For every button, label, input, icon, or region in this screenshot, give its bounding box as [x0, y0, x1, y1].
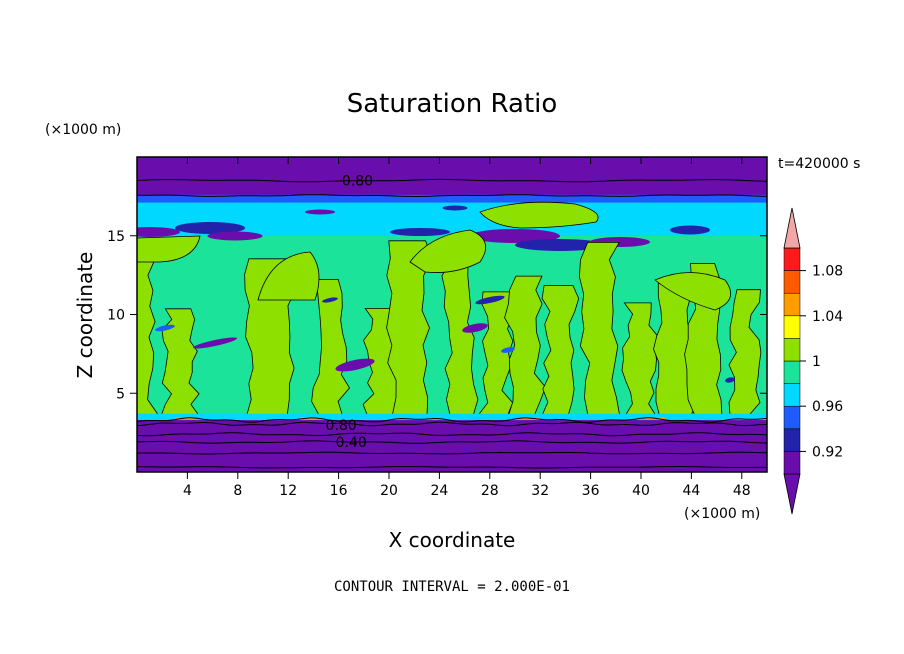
x-tick-label-1: 8	[233, 483, 242, 499]
colorbar-swatch-1	[783, 428, 801, 452]
cloud-column-9	[541, 285, 580, 416]
y-tick-label-2: 15	[107, 229, 125, 245]
upper-cloud-1	[479, 201, 599, 229]
colorbar-label-3: 1.04	[812, 309, 843, 325]
boundary-layer-cyan	[137, 413, 767, 421]
region-band-0	[137, 420, 767, 472]
x-tick-label-5: 24	[430, 483, 448, 499]
time-label: t=420000 s	[778, 156, 860, 172]
dry-pocket-0	[192, 337, 238, 349]
cloud-column-8	[504, 275, 546, 416]
colorbar-swatch-8	[783, 270, 801, 294]
cloud-column-11	[621, 302, 659, 416]
contour-lines	[137, 178, 767, 469]
colorbar-swatch-5	[783, 338, 801, 362]
contour-label-1: 0.80	[326, 418, 357, 434]
y-axis-label: Z coordinate	[73, 252, 97, 379]
cloud-column-7	[477, 291, 514, 416]
cloud-column-3	[311, 279, 350, 416]
colorbar-label-1: 0.96	[812, 399, 843, 415]
colorbar: 0.92 0.96 1 1.04 1.08	[783, 207, 843, 515]
cloud-column-10	[578, 242, 621, 416]
cloud-column-1	[160, 308, 200, 416]
dry-pocket-7	[725, 377, 735, 383]
upper-streak-1	[175, 222, 245, 234]
colorbar-swatch-2	[783, 405, 801, 430]
x-axis-ticks: 4 8 12 16 20 24 28 32 36 40 44 48	[183, 157, 751, 499]
cloud-column-5	[386, 240, 432, 416]
colorbar-swatch-7	[783, 292, 801, 317]
dry-pocket-6	[322, 297, 338, 303]
plot-area	[137, 157, 767, 472]
chart-title: Saturation Ratio	[347, 89, 558, 119]
dry-pocket-1	[335, 358, 375, 372]
colorbar-label-4: 1.08	[812, 264, 843, 280]
contour-labels: 0.800.800.40	[326, 174, 374, 451]
y-tick-label-0: 5	[116, 386, 125, 402]
colorbar-swatch-9	[783, 247, 801, 271]
contour-line-3	[137, 421, 767, 427]
upper-streak-7	[670, 225, 710, 235]
x-tick-label-2: 12	[279, 483, 297, 499]
contour-label-2: 0.40	[336, 435, 367, 451]
upper-blue-layer	[137, 194, 767, 203]
upper-streak-3	[390, 228, 450, 236]
x-axis-label: X coordinate	[389, 528, 516, 552]
x-tick-label-6: 28	[481, 483, 499, 499]
region-band-4	[137, 157, 767, 197]
cloud-regions	[137, 194, 767, 421]
upper-cloud-2	[409, 229, 487, 273]
contour-line-6	[137, 451, 767, 455]
contour-line-1	[137, 194, 767, 197]
colorbar-over-arrow	[783, 207, 801, 249]
upper-streak-9	[442, 205, 468, 211]
y-axis-ticks: 5 10 15	[107, 229, 767, 402]
x-tick-label-0: 4	[183, 483, 192, 499]
colorbar-swatch-3	[783, 383, 801, 407]
colorbar-swatch-0	[783, 451, 801, 475]
upper-cloud-5	[654, 272, 732, 311]
dry-pocket-2	[462, 323, 488, 333]
x-tick-label-3: 16	[330, 483, 348, 499]
upper-cloud-3	[257, 251, 320, 301]
x-tick-label-10: 44	[682, 483, 700, 499]
contour-line-2	[137, 417, 767, 423]
dry-pocket-4	[155, 324, 175, 332]
dry-pocket-5	[501, 347, 515, 353]
contour-line-0	[137, 178, 767, 183]
upper-streak-0	[137, 227, 180, 237]
x-tick-label-7: 32	[531, 483, 549, 499]
x-unit-label: (×1000 m)	[684, 506, 760, 522]
upper-streak-5	[515, 239, 605, 251]
x-tick-label-4: 20	[380, 483, 398, 499]
contour-interval-footer: CONTOUR INTERVAL = 2.000E-01	[334, 579, 570, 595]
y-tick-label-1: 10	[107, 308, 125, 324]
contour-label-0: 0.80	[342, 174, 373, 190]
colorbar-label-2: 1	[812, 354, 821, 370]
colorbar-swatch-6	[783, 315, 801, 339]
contour-line-5	[137, 440, 767, 444]
x-tick-label-8: 36	[582, 483, 600, 499]
colorbar-swatch-4	[783, 360, 801, 384]
contour-line-4	[137, 432, 767, 437]
upper-streak-2	[207, 231, 263, 241]
dry-pocket-3	[475, 295, 505, 305]
x-tick-label-11: 48	[733, 483, 751, 499]
y-unit-label: (×1000 m)	[45, 122, 121, 138]
colorbar-under-arrow	[783, 473, 801, 515]
contour-line-7	[137, 466, 767, 469]
upper-cloud-4	[137, 235, 201, 263]
x-tick-label-9: 40	[632, 483, 650, 499]
upper-streak-8	[305, 209, 335, 215]
upper-streak-4	[470, 229, 560, 243]
colorbar-label-0: 0.92	[812, 444, 843, 460]
